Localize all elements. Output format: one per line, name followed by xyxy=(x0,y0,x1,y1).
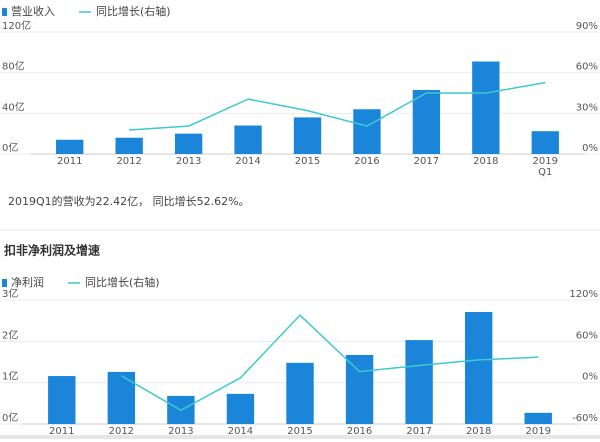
x-tick-label: 2011 xyxy=(57,156,82,167)
bar xyxy=(48,376,76,424)
bar xyxy=(412,89,441,154)
x-tick-label: 2017 xyxy=(414,156,439,167)
y2-tick-label: 60% xyxy=(576,330,598,341)
bar xyxy=(472,61,500,154)
legend-label: 净利润 xyxy=(11,275,44,289)
bar xyxy=(115,137,143,154)
line xyxy=(120,314,539,412)
bar xyxy=(293,117,322,154)
x-tick-label: 2017 xyxy=(406,426,431,437)
x-tick-label: 2015 xyxy=(295,156,320,167)
x-tick-label: 2019 Q1 xyxy=(533,156,558,178)
bar xyxy=(226,393,255,424)
bar xyxy=(345,354,374,424)
x-tick-label: 2012 xyxy=(116,156,141,167)
legend-label: 同比增长(右轴) xyxy=(96,4,171,18)
line xyxy=(129,81,546,131)
bar xyxy=(524,412,552,424)
y-tick-label: 120亿 xyxy=(2,19,31,32)
x-tick-label: 2011 xyxy=(49,426,74,437)
legend-swatch xyxy=(2,8,7,16)
y2-tick-label: 120% xyxy=(569,289,598,300)
legend-label: 营业收入 xyxy=(11,4,55,18)
legend-label: 同比增长(右轴) xyxy=(85,275,160,289)
y2-tick-label: 90% xyxy=(576,21,598,32)
x-tick-label: 2014 xyxy=(228,426,253,437)
x-tick-label: 2012 xyxy=(109,426,134,437)
x-tick-label: 2013 xyxy=(168,426,193,437)
note: 2019Q1的营收为22.42亿， 同比增长52.62%。 xyxy=(8,194,250,208)
y-tick-label: 2亿 xyxy=(2,328,18,341)
section-title: 扣非净利润及增速 xyxy=(4,243,100,258)
y-tick-label: 40亿 xyxy=(2,100,25,113)
bar xyxy=(405,340,433,424)
bar xyxy=(56,139,84,154)
y-tick-label: 0亿 xyxy=(2,141,18,154)
x-tick-label: 2018 xyxy=(473,156,498,167)
x-tick-label: 2018 xyxy=(466,426,491,437)
bar xyxy=(353,109,381,154)
y-tick-label: 80亿 xyxy=(2,60,25,73)
x-tick-label: 2016 xyxy=(354,156,379,167)
bar xyxy=(464,311,493,424)
y-tick-label: 0亿 xyxy=(2,411,18,424)
y2-tick-label: 30% xyxy=(576,102,598,113)
y2-tick-label: 0% xyxy=(582,372,598,383)
legend-swatch xyxy=(2,279,7,287)
bar xyxy=(174,133,203,154)
y2-tick-label: 60% xyxy=(576,62,598,73)
x-tick-label: 2016 xyxy=(347,426,372,437)
y2-tick-label: -60% xyxy=(572,413,598,424)
bar xyxy=(286,362,314,424)
y-tick-label: 1亿 xyxy=(2,370,18,383)
x-tick-label: 2015 xyxy=(287,426,312,437)
y2-tick-label: 0% xyxy=(582,143,598,154)
x-tick-label: 2014 xyxy=(235,156,260,167)
bar xyxy=(107,371,136,424)
x-tick-label: 2019 xyxy=(525,426,550,437)
bar xyxy=(234,125,262,154)
x-tick-label: 2013 xyxy=(176,156,201,167)
bar xyxy=(531,131,559,154)
y-tick-label: 3亿 xyxy=(2,287,18,300)
